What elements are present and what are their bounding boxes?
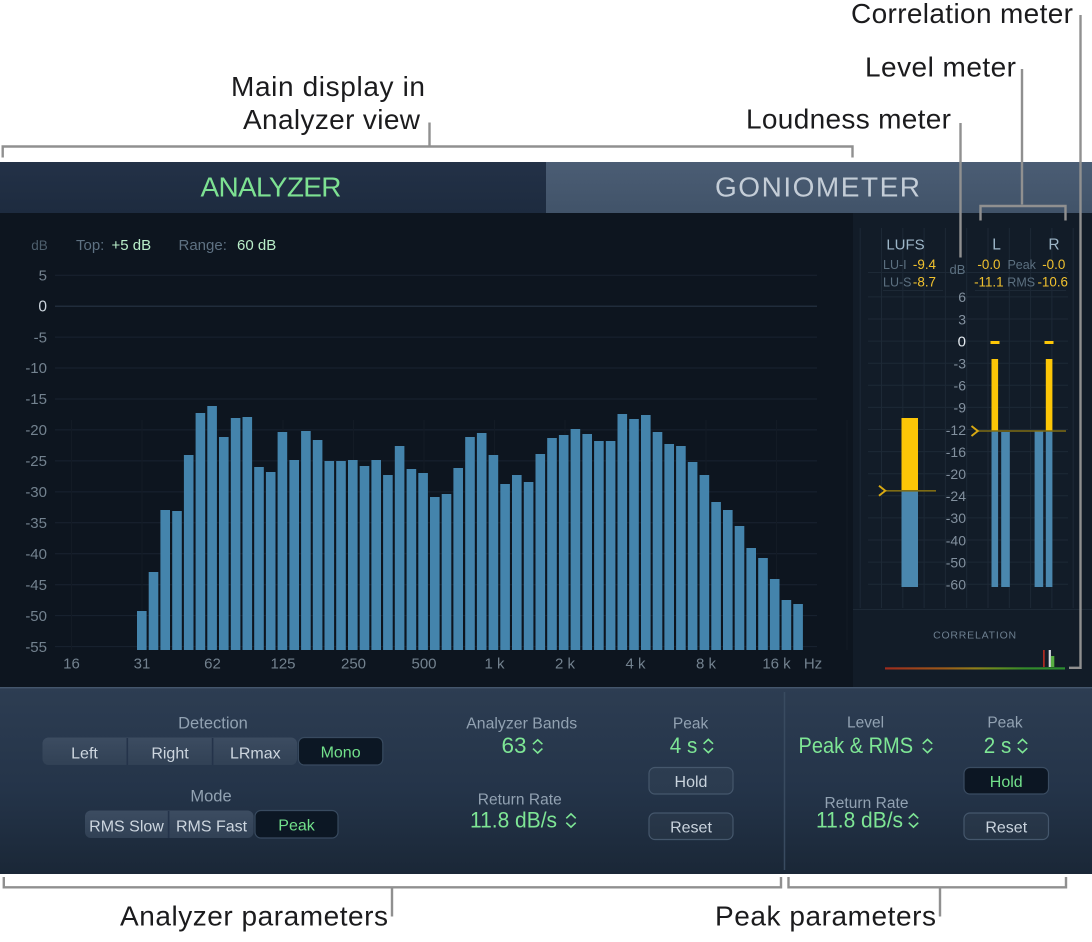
svg-text:Analyzer parameters: Analyzer parameters — [120, 901, 388, 932]
svg-text:L: L — [992, 237, 1001, 254]
svg-text:Reset: Reset — [985, 819, 1027, 836]
svg-text:-15: -15 — [25, 391, 47, 408]
svg-text:Reset: Reset — [670, 819, 712, 836]
svg-text:LU-S: LU-S — [883, 276, 911, 290]
svg-text:+5 dB: +5 dB — [112, 237, 152, 254]
svg-text:RMS: RMS — [1007, 276, 1035, 290]
svg-text:4 k: 4 k — [625, 656, 646, 673]
svg-text:Correlation meter: Correlation meter — [851, 0, 1073, 29]
svg-text:dB: dB — [31, 238, 48, 253]
svg-text:Return Rate: Return Rate — [478, 792, 562, 809]
svg-text:Level meter: Level meter — [865, 52, 1016, 83]
svg-text:2 k: 2 k — [555, 656, 576, 673]
svg-text:31: 31 — [134, 656, 151, 673]
svg-text:6: 6 — [958, 289, 966, 305]
svg-text:Peak: Peak — [278, 817, 315, 834]
svg-text:ANALYZER: ANALYZER — [201, 172, 342, 203]
svg-text:Main display in: Main display in — [231, 71, 425, 102]
svg-text:LRmax: LRmax — [230, 746, 281, 763]
svg-text:CORRELATION: CORRELATION — [933, 630, 1017, 642]
svg-text:Peak: Peak — [987, 715, 1023, 732]
svg-text:-20: -20 — [946, 466, 966, 482]
svg-text:R: R — [1048, 237, 1059, 254]
svg-text:Mode: Mode — [190, 788, 231, 806]
svg-text:Return Rate: Return Rate — [825, 795, 909, 812]
svg-text:Left: Left — [71, 746, 98, 763]
svg-text:-30: -30 — [946, 510, 966, 526]
svg-text:Peak & RMS: Peak & RMS — [799, 733, 914, 758]
svg-text:8 k: 8 k — [696, 656, 717, 673]
svg-text:-16: -16 — [946, 444, 966, 460]
svg-text:-55: -55 — [25, 639, 47, 656]
svg-text:dB: dB — [950, 262, 966, 277]
svg-text:Analyzer view: Analyzer view — [243, 104, 421, 135]
svg-text:GONIOMETER: GONIOMETER — [715, 172, 920, 203]
svg-text:Analyzer Bands: Analyzer Bands — [466, 716, 577, 733]
svg-text:63: 63 — [501, 733, 526, 758]
svg-text:-24: -24 — [946, 488, 966, 504]
svg-text:-9: -9 — [954, 400, 967, 416]
svg-text:3: 3 — [958, 311, 966, 327]
svg-text:125: 125 — [270, 656, 295, 673]
svg-text:RMS Slow: RMS Slow — [89, 819, 164, 836]
svg-text:0: 0 — [38, 298, 47, 315]
svg-text:-40: -40 — [25, 546, 47, 563]
svg-text:-9.4: -9.4 — [913, 257, 937, 272]
svg-text:LU-I: LU-I — [883, 258, 907, 272]
svg-text:-45: -45 — [25, 577, 47, 594]
svg-text:Mono: Mono — [321, 744, 361, 761]
svg-text:Range:: Range: — [179, 237, 227, 254]
svg-text:Detection: Detection — [178, 715, 248, 733]
svg-text:LUFS: LUFS — [886, 237, 924, 254]
svg-text:16: 16 — [63, 656, 80, 673]
svg-text:16 k: 16 k — [762, 656, 791, 673]
svg-text:60 dB: 60 dB — [237, 237, 276, 254]
svg-text:250: 250 — [341, 656, 366, 673]
svg-text:-6: -6 — [954, 378, 967, 394]
svg-text:-0.0: -0.0 — [977, 257, 1000, 272]
svg-text:0: 0 — [958, 333, 966, 350]
svg-text:1 k: 1 k — [484, 656, 505, 673]
svg-text:Hold: Hold — [675, 774, 708, 791]
svg-text:-50: -50 — [25, 608, 47, 625]
svg-text:Right: Right — [151, 746, 189, 763]
svg-text:11.8 dB/s: 11.8 dB/s — [470, 808, 557, 833]
svg-text:11.8 dB/s: 11.8 dB/s — [816, 808, 903, 833]
svg-text:Hz: Hz — [804, 656, 822, 673]
svg-text:500: 500 — [411, 656, 436, 673]
svg-text:-20: -20 — [25, 422, 47, 439]
svg-text:Loudness meter: Loudness meter — [746, 104, 951, 135]
svg-text:-40: -40 — [946, 532, 966, 548]
svg-text:Peak: Peak — [1007, 258, 1036, 272]
svg-text:Top:: Top: — [76, 237, 104, 254]
svg-text:4 s: 4 s — [670, 733, 698, 758]
svg-text:-5: -5 — [34, 329, 47, 346]
svg-text:5: 5 — [39, 267, 47, 284]
svg-text:-11.1: -11.1 — [974, 275, 1004, 290]
svg-text:Peak parameters: Peak parameters — [715, 901, 936, 932]
svg-text:-0.0: -0.0 — [1042, 257, 1065, 272]
svg-text:Level: Level — [847, 715, 884, 732]
svg-text:2 s: 2 s — [984, 733, 1012, 758]
svg-text:-8.7: -8.7 — [913, 275, 936, 290]
svg-text:Peak: Peak — [673, 716, 709, 733]
svg-text:-10: -10 — [25, 360, 47, 377]
svg-text:-60: -60 — [946, 577, 966, 593]
svg-text:-10.6: -10.6 — [1037, 275, 1068, 290]
svg-text:-12: -12 — [946, 422, 966, 438]
svg-text:-25: -25 — [25, 453, 47, 470]
svg-text:Hold: Hold — [990, 774, 1023, 791]
svg-text:62: 62 — [204, 656, 221, 673]
svg-text:-35: -35 — [25, 515, 47, 532]
svg-text:-30: -30 — [25, 484, 47, 501]
svg-text:RMS Fast: RMS Fast — [176, 819, 248, 836]
svg-text:-3: -3 — [954, 356, 967, 372]
svg-text:-50: -50 — [946, 554, 966, 570]
